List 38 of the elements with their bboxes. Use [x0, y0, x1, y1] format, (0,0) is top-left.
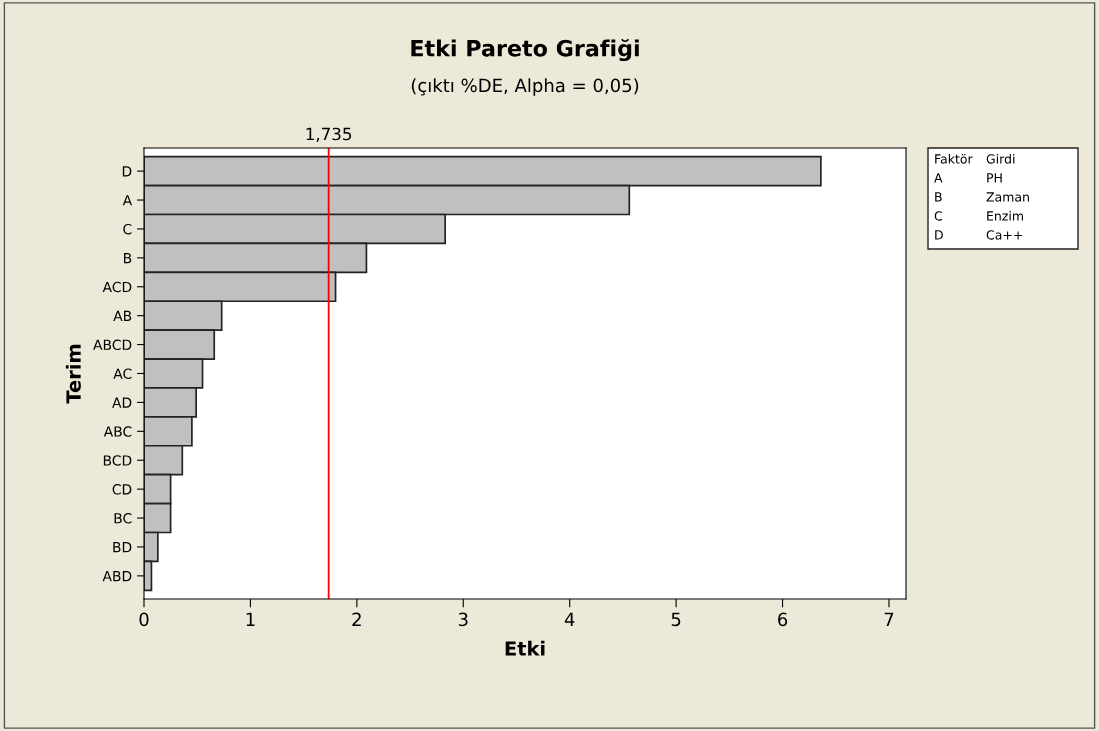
y-tick-label: A [122, 195, 133, 206]
x-tick-label: 4 [564, 612, 575, 626]
x-tick-label: 3 [458, 612, 468, 627]
y-tick-label: C [123, 223, 132, 235]
y-tick-label: AC [113, 368, 132, 379]
y-tick-label: ABCD [93, 339, 132, 351]
ref-line-label: 1,735 [306, 127, 352, 142]
y-tick-label: ABC [103, 426, 132, 437]
y-tick-label: BCD [103, 455, 132, 466]
text: Ca++ [986, 230, 1023, 240]
text: A [934, 173, 943, 183]
y-tick-label: AD [112, 397, 132, 408]
chart-title: Etki Pareto Grafiği [411, 38, 639, 62]
y-tick-label: D [122, 166, 132, 177]
x-axis-title: Etki [505, 640, 545, 656]
text: Zaman [986, 192, 1029, 202]
text: Girdi [986, 153, 1015, 164]
y-tick-label: BD [113, 542, 132, 553]
text: D [935, 230, 943, 240]
text: C [934, 211, 943, 221]
chart-subtitle: (çıktı %DE, Alpha = 0,05) [411, 78, 639, 96]
y-tick-label: ABD [102, 571, 132, 582]
y-tick-label: ACD [102, 281, 132, 293]
y-tick-label: CD [112, 484, 132, 495]
x-tick-label: 1 [246, 612, 255, 626]
x-tick-label: 7 [884, 612, 894, 626]
x-tick-label: 2 [352, 612, 361, 626]
y-tick-label: BC [114, 513, 132, 524]
x-tick-label: 5 [671, 612, 681, 627]
text: Enzim [987, 210, 1023, 221]
text: B [935, 192, 942, 202]
x-tick-label: 6 [778, 612, 788, 627]
text: PH [987, 173, 1002, 183]
y-tick-label: AB [113, 310, 132, 321]
y-axis-title: Terim [65, 344, 81, 404]
y-tick-label: B [124, 253, 132, 264]
x-tick-label: 0 [139, 612, 149, 627]
text: Faktör [935, 153, 973, 164]
